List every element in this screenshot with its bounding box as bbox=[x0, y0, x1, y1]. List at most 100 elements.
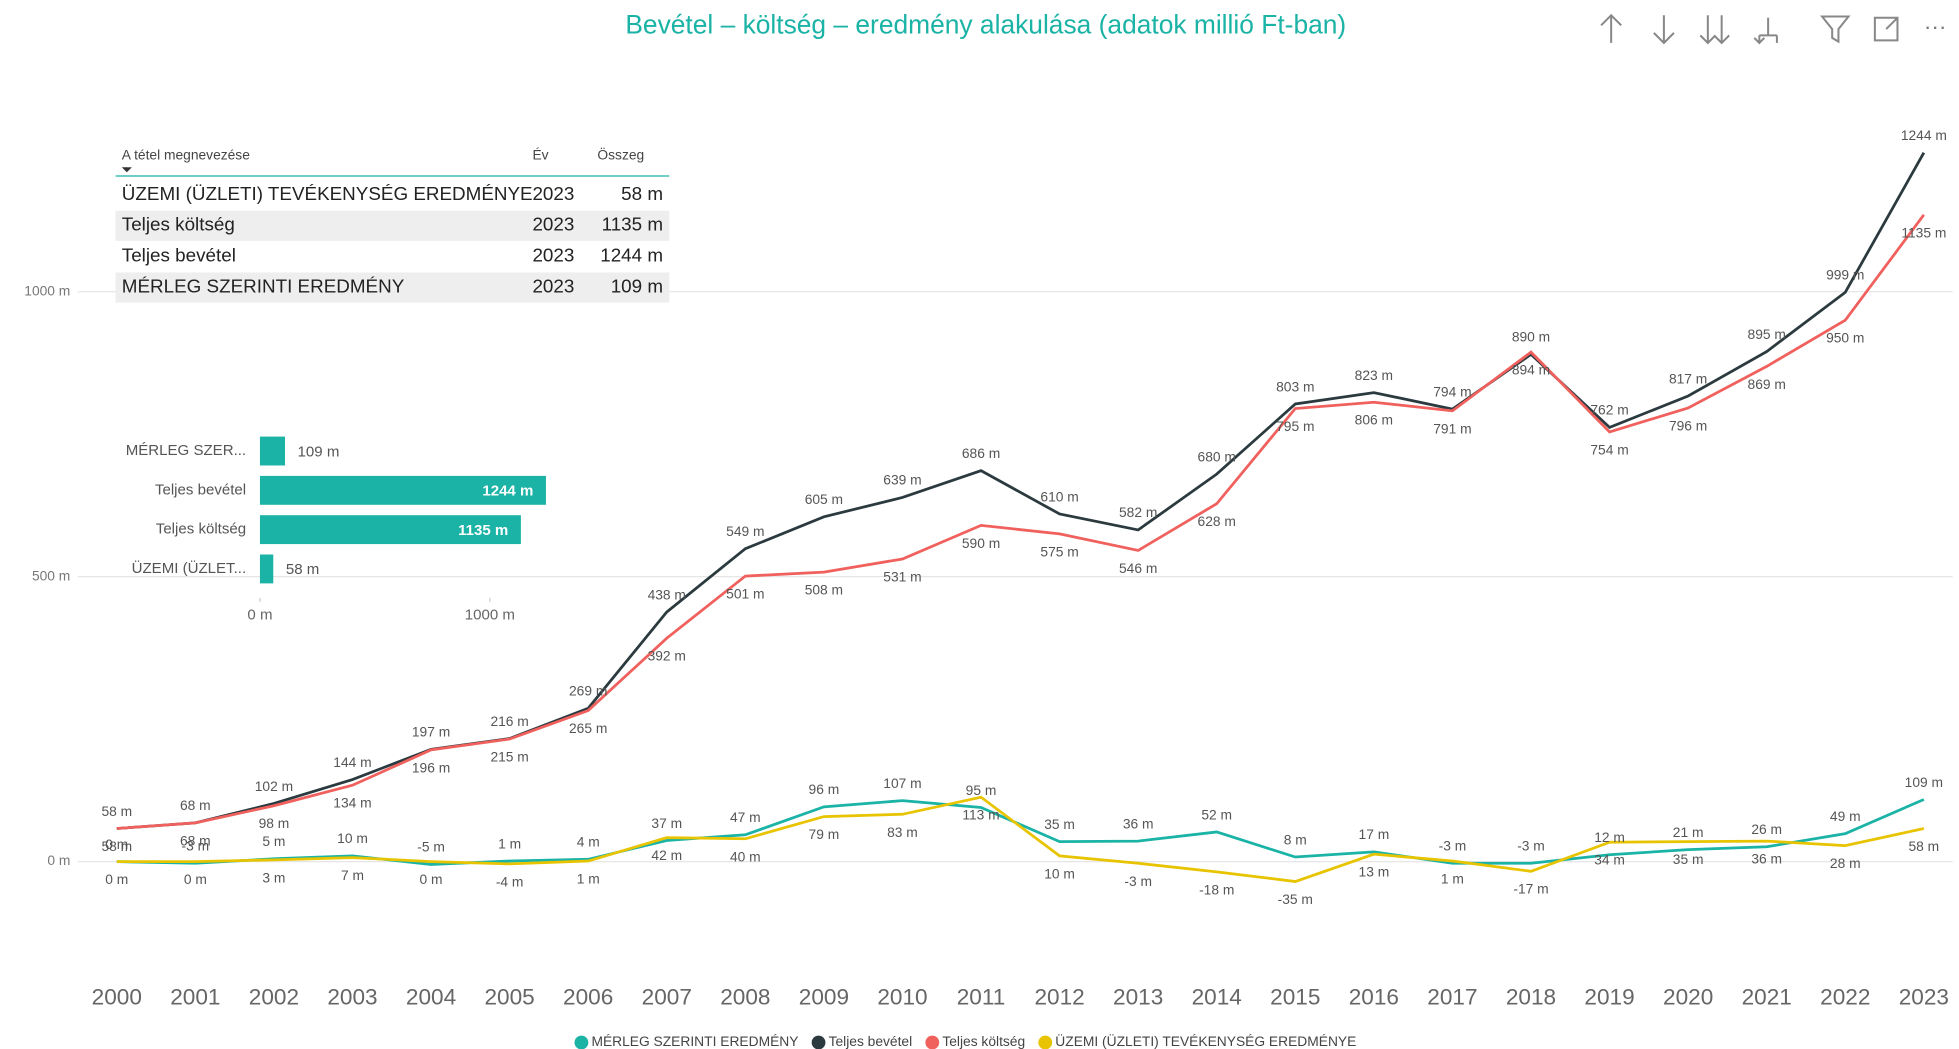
series-line bbox=[116, 798, 1925, 866]
toolbar: ··· bbox=[1600, 13, 1947, 45]
data-label: 96 m bbox=[809, 781, 840, 797]
x-tick-label: 2008 bbox=[720, 985, 770, 1010]
data-label: 196 m bbox=[412, 759, 450, 775]
data-label: 10 m bbox=[337, 830, 368, 846]
y-tick-label: Teljes költség bbox=[156, 521, 246, 538]
legend-marker bbox=[1038, 1035, 1053, 1049]
data-label: 42 m bbox=[651, 847, 682, 863]
data-label: 40 m bbox=[730, 848, 761, 864]
data-label: 215 m bbox=[490, 749, 528, 765]
table-cell: 1244 m bbox=[600, 245, 663, 266]
data-label: 7 m bbox=[341, 867, 364, 883]
data-label: 49 m bbox=[1830, 808, 1861, 824]
data-label: 113 m bbox=[962, 807, 999, 823]
data-label: 58 m bbox=[286, 561, 319, 578]
data-label: 52 m bbox=[1201, 806, 1232, 822]
data-label: -3 m bbox=[1439, 838, 1467, 854]
data-label: 0 m bbox=[105, 836, 128, 852]
data-label: 582 m bbox=[1119, 504, 1157, 520]
y-tick-label: Teljes bevétel bbox=[155, 481, 246, 498]
table-row-band bbox=[115, 210, 670, 241]
x-tick-label: 2009 bbox=[799, 985, 849, 1010]
data-label: 610 m bbox=[1040, 488, 1078, 504]
data-label: 68 m bbox=[180, 832, 211, 848]
data-label: 762 m bbox=[1590, 402, 1628, 418]
data-label: 5 m bbox=[262, 833, 285, 849]
y-tick-label: 0 m bbox=[47, 852, 70, 868]
table-cell: 2023 bbox=[532, 214, 574, 235]
drill-down-icon[interactable] bbox=[1653, 15, 1675, 45]
data-label: 269 m bbox=[569, 683, 607, 699]
x-tick-label: 2005 bbox=[484, 985, 534, 1010]
data-label: -3 m bbox=[182, 838, 210, 854]
data-label: 803 m bbox=[1276, 378, 1314, 394]
expand-all-icon[interactable] bbox=[1699, 15, 1730, 45]
data-label: 950 m bbox=[1826, 330, 1864, 346]
data-label: 546 m bbox=[1119, 560, 1157, 576]
data-label: -5 m bbox=[417, 839, 445, 855]
data-label: 102 m bbox=[255, 778, 293, 794]
data-label: 1244 m bbox=[1901, 127, 1947, 143]
legend-label: Teljes költség bbox=[942, 1033, 1025, 1049]
x-tick-label: 2006 bbox=[563, 985, 613, 1010]
legend-marker bbox=[811, 1035, 826, 1049]
table-cell: 1135 m bbox=[602, 214, 663, 235]
data-label: 890 m bbox=[1512, 329, 1550, 345]
data-label: 197 m bbox=[412, 724, 450, 740]
expand-next-icon[interactable] bbox=[1753, 17, 1778, 45]
data-label: 216 m bbox=[490, 713, 528, 729]
table-row-band bbox=[115, 272, 670, 303]
data-label: 265 m bbox=[569, 720, 607, 736]
x-tick-label: 2010 bbox=[877, 985, 927, 1010]
x-tick-label: 2017 bbox=[1427, 985, 1477, 1010]
bar bbox=[259, 515, 521, 545]
x-tick-label: 2015 bbox=[1270, 985, 1320, 1010]
data-label: 1 m bbox=[498, 835, 521, 851]
data-label: 686 m bbox=[962, 445, 1000, 461]
data-label: 10 m bbox=[1044, 865, 1075, 881]
x-tick-label: 2022 bbox=[1820, 985, 1870, 1010]
table-cell: 58 m bbox=[621, 183, 663, 204]
x-tick-label: 2014 bbox=[1192, 985, 1242, 1010]
data-label: 68 m bbox=[180, 797, 211, 813]
data-label: 895 m bbox=[1748, 326, 1786, 342]
x-tick-label: 2019 bbox=[1584, 985, 1634, 1010]
data-label: 37 m bbox=[651, 815, 682, 831]
x-tick-label: 2007 bbox=[642, 985, 692, 1010]
data-label: 605 m bbox=[805, 491, 843, 507]
data-label: 17 m bbox=[1359, 826, 1390, 842]
data-label: 13 m bbox=[1359, 864, 1390, 880]
legend-label: ÜZEMI (ÜZLETI) TEVÉKENYSÉG EREDMÉNYE bbox=[1055, 1032, 1356, 1049]
data-label: 894 m bbox=[1512, 362, 1550, 378]
legend-marker bbox=[925, 1035, 940, 1049]
x-tick-label: 2004 bbox=[406, 985, 456, 1010]
data-label: 817 m bbox=[1669, 370, 1707, 386]
data-label: 21 m bbox=[1673, 824, 1704, 840]
filter-icon[interactable] bbox=[1820, 15, 1851, 44]
x-tick-label: 2013 bbox=[1113, 985, 1163, 1010]
data-label: 549 m bbox=[726, 523, 764, 539]
data-label: 134 m bbox=[333, 795, 371, 811]
data-label: 392 m bbox=[648, 648, 686, 664]
table-header: Összeg bbox=[597, 146, 644, 163]
x-tick-label: 2023 bbox=[1899, 985, 1949, 1010]
data-label: 869 m bbox=[1748, 376, 1786, 392]
x-tick-label: 2021 bbox=[1742, 985, 1792, 1010]
data-label: 575 m bbox=[1040, 543, 1078, 559]
focus-icon[interactable] bbox=[1873, 16, 1899, 42]
data-label: 754 m bbox=[1590, 441, 1628, 457]
data-label: 12 m bbox=[1594, 829, 1625, 845]
table-cell: Teljes költség bbox=[122, 214, 235, 235]
x-tick-label: 2018 bbox=[1506, 985, 1556, 1010]
data-label: 1135 m bbox=[1901, 224, 1946, 240]
more-options[interactable]: ··· bbox=[1924, 14, 1947, 39]
data-label: 4 m bbox=[577, 834, 600, 850]
data-label: 26 m bbox=[1751, 821, 1782, 837]
data-label: 1 m bbox=[577, 870, 600, 886]
data-label: 628 m bbox=[1198, 513, 1236, 529]
x-tick-label: 2020 bbox=[1663, 985, 1713, 1010]
drill-up-icon[interactable] bbox=[1600, 13, 1622, 43]
data-label: 794 m bbox=[1433, 383, 1471, 399]
data-label: 58 m bbox=[101, 803, 132, 819]
table-cell: MÉRLEG SZERINTI EREDMÉNY bbox=[122, 276, 405, 297]
